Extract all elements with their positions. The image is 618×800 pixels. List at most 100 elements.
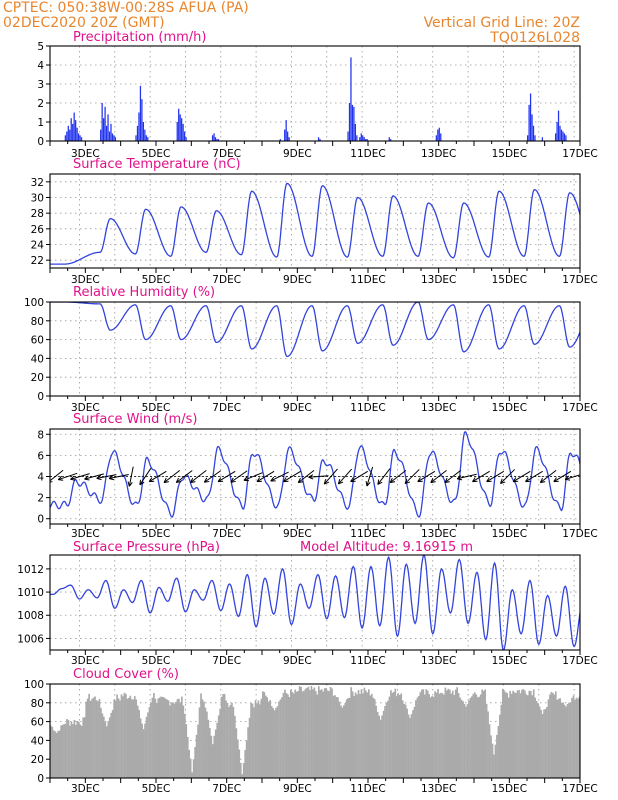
header-grid-note: Vertical Grid Line: 20Z xyxy=(424,15,580,31)
wind-arrow-head xyxy=(270,476,276,482)
cloud-bar xyxy=(462,701,464,778)
precip-bar xyxy=(599,105,600,141)
cloud-bar xyxy=(225,700,227,778)
cloud-bar xyxy=(95,700,98,778)
precip-bar xyxy=(359,137,361,141)
cloud-bar xyxy=(282,693,285,778)
cloud-bar xyxy=(222,694,224,778)
cloud-bar xyxy=(394,688,397,778)
cloud-bar xyxy=(251,703,254,778)
x-tick-label: 9DEC xyxy=(283,402,312,414)
precip-bar xyxy=(562,131,564,141)
cloud-bar xyxy=(267,701,270,778)
cloud-bar xyxy=(100,707,102,778)
precip-bar xyxy=(319,139,321,141)
cloud-bar xyxy=(229,704,232,778)
cloud-bar xyxy=(460,699,463,778)
cloud-bar xyxy=(372,697,375,778)
precip-bar xyxy=(285,120,287,141)
cloud-bar xyxy=(107,721,110,778)
wind-arrow-head xyxy=(308,474,314,480)
x-tick-label: 3DEC xyxy=(71,148,100,160)
cloud-bar xyxy=(504,692,507,778)
cloud-bar xyxy=(245,740,248,778)
cloud-bar xyxy=(113,699,115,778)
precip-bar xyxy=(365,139,367,141)
cloud-bar xyxy=(509,690,512,778)
wind-arrow-head xyxy=(163,477,170,484)
panel-precip: Precipitation (mm/h) 0 1 2 3 4 5 3DEC 5DEC 7DEC 9D… xyxy=(37,30,600,160)
cloud-bar xyxy=(345,699,348,778)
cloud-bar xyxy=(448,689,451,778)
precip-bar xyxy=(559,125,561,141)
cloud-bar xyxy=(493,754,495,778)
wind-arrow xyxy=(108,474,129,481)
cloud-bar xyxy=(340,705,342,778)
wind-arrow-shaft xyxy=(539,469,557,484)
cloud-bar xyxy=(298,686,301,778)
cloud-bar xyxy=(123,692,126,778)
precip-bar xyxy=(554,133,557,141)
x-tick-label: 15DEC xyxy=(492,274,527,286)
precip-bar xyxy=(104,106,106,141)
cloud-bar xyxy=(98,698,101,778)
cloud-bar xyxy=(387,700,389,778)
wind-arrow xyxy=(323,468,338,485)
cloud-bar xyxy=(253,707,255,778)
cloud-bar xyxy=(104,721,107,778)
wind-arrow-shaft xyxy=(486,470,505,483)
x-tick-label: 11DEC xyxy=(350,528,385,540)
wind-arrow-shaft xyxy=(243,472,263,481)
x-tick-label: 7DEC xyxy=(212,402,241,414)
wind-arrow xyxy=(283,470,301,483)
cloud-bar xyxy=(254,700,257,778)
wind-arrow-head xyxy=(283,477,289,483)
wind-arrow-shaft xyxy=(163,469,181,484)
cloud-bar xyxy=(292,693,295,778)
cloud-bar xyxy=(459,697,461,778)
precip-bar xyxy=(435,135,437,141)
cloud-bar xyxy=(376,711,379,778)
cloud-bar xyxy=(110,712,113,778)
cloud-bar xyxy=(80,725,83,778)
x-tick-label: 11DEC xyxy=(350,402,385,414)
cloud-bar xyxy=(423,694,426,778)
precip-bar xyxy=(351,104,354,141)
cloud-bar xyxy=(260,698,263,778)
precip-bar xyxy=(354,123,357,141)
x-tick-label: 5DEC xyxy=(142,274,171,286)
wind-arrow-shaft xyxy=(377,468,391,485)
wind-arrow xyxy=(539,469,557,484)
precip-bar xyxy=(595,135,596,141)
y-tick-label: 30 xyxy=(31,193,44,205)
precip-bar xyxy=(182,123,184,141)
cloud-bar xyxy=(153,692,155,778)
x-tick-label: 9DEC xyxy=(283,783,312,795)
precip-bar xyxy=(100,129,102,141)
y-tick-label: 100 xyxy=(24,297,44,309)
y-tick-label: 1008 xyxy=(17,610,44,622)
cloud-bar xyxy=(465,706,467,778)
precip-bar xyxy=(214,137,217,141)
cloud-bar xyxy=(397,693,400,778)
cloud-bar xyxy=(335,697,338,778)
y-tick-label: 0 xyxy=(37,773,44,785)
wind-arrow xyxy=(230,470,248,483)
cloud-bar xyxy=(503,690,506,778)
cloud-bar xyxy=(574,699,576,778)
cloud-bar xyxy=(136,705,139,778)
cloud-bar xyxy=(544,708,547,778)
wind-arrow-head xyxy=(512,477,519,483)
cloud-bar xyxy=(499,714,501,778)
cloud-bar xyxy=(322,691,325,778)
cloud-bar xyxy=(161,696,164,778)
y-tick-label: 0 xyxy=(37,514,44,526)
cloud-bar xyxy=(204,707,207,778)
cloud-bar xyxy=(170,702,173,778)
cloud-bar xyxy=(426,690,429,778)
cloud-bar xyxy=(546,707,548,778)
cloud-bar xyxy=(482,691,485,778)
precip-bar xyxy=(598,99,599,141)
cloud-bar xyxy=(307,686,310,778)
